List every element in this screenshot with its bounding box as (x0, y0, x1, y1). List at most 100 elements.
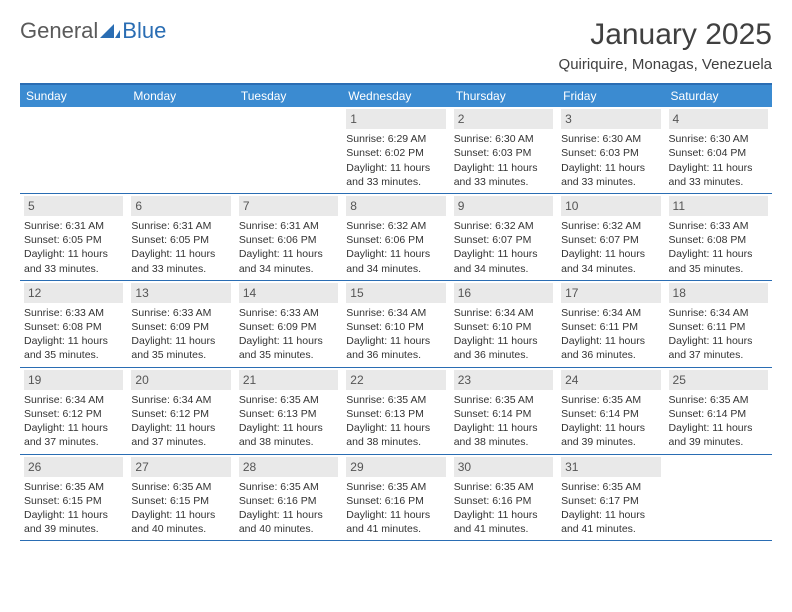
sunrise-line: Sunrise: 6:34 AM (131, 393, 230, 407)
calendar-cell: 18Sunrise: 6:34 AMSunset: 6:11 PMDayligh… (665, 281, 772, 367)
sunset-line: Sunset: 6:16 PM (239, 494, 338, 508)
sunrise-line: Sunrise: 6:35 AM (346, 480, 445, 494)
daylight-line: Daylight: 11 hours and 33 minutes. (454, 161, 553, 189)
logo-text-gray: General (20, 18, 98, 44)
day-number: 9 (454, 196, 553, 216)
sunrise-line: Sunrise: 6:30 AM (669, 132, 768, 146)
sunset-line: Sunset: 6:14 PM (561, 407, 660, 421)
daylight-line: Daylight: 11 hours and 34 minutes. (239, 247, 338, 275)
sunset-line: Sunset: 6:10 PM (454, 320, 553, 334)
sunset-line: Sunset: 6:14 PM (454, 407, 553, 421)
day-number: 13 (131, 283, 230, 303)
calendar-cell: 13Sunrise: 6:33 AMSunset: 6:09 PMDayligh… (127, 281, 234, 367)
calendar-cell-empty: . (235, 107, 342, 193)
calendar-cell: 19Sunrise: 6:34 AMSunset: 6:12 PMDayligh… (20, 368, 127, 454)
day-number: 7 (239, 196, 338, 216)
sunset-line: Sunset: 6:06 PM (239, 233, 338, 247)
sunset-line: Sunset: 6:12 PM (24, 407, 123, 421)
day-of-week-label: Saturday (665, 85, 772, 107)
sunrise-line: Sunrise: 6:34 AM (669, 306, 768, 320)
sunrise-line: Sunrise: 6:32 AM (346, 219, 445, 233)
sunrise-line: Sunrise: 6:34 AM (24, 393, 123, 407)
daylight-line: Daylight: 11 hours and 37 minutes. (24, 421, 123, 449)
calendar-cell: 8 Sunrise: 6:32 AMSunset: 6:06 PMDaylight… (342, 194, 449, 280)
sunrise-line: Sunrise: 6:35 AM (131, 480, 230, 494)
sunset-line: Sunset: 6:06 PM (346, 233, 445, 247)
daylight-line: Daylight: 11 hours and 34 minutes. (346, 247, 445, 275)
sunset-line: Sunset: 6:11 PM (561, 320, 660, 334)
sunset-line: Sunset: 6:17 PM (561, 494, 660, 508)
sunset-line: Sunset: 6:13 PM (346, 407, 445, 421)
calendar-cell: 17Sunrise: 6:34 AMSunset: 6:11 PMDayligh… (557, 281, 664, 367)
day-number: 1 (346, 109, 445, 129)
sunrise-line: Sunrise: 6:35 AM (561, 393, 660, 407)
daylight-line: Daylight: 11 hours and 40 minutes. (131, 508, 230, 536)
daylight-line: Daylight: 11 hours and 33 minutes. (131, 247, 230, 275)
calendar-cell: 7Sunrise: 6:31 AMSunset: 6:06 PMDaylight… (235, 194, 342, 280)
day-of-week-label: Thursday (450, 85, 557, 107)
daylight-line: Daylight: 11 hours and 33 minutes. (346, 161, 445, 189)
header: General Blue January 2025 Quiriquire, Mo… (20, 18, 772, 73)
calendar-cell-empty: . (20, 107, 127, 193)
day-number: 12 (24, 283, 123, 303)
sunrise-line: Sunrise: 6:31 AM (131, 219, 230, 233)
sunset-line: Sunset: 6:08 PM (24, 320, 123, 334)
week-row: ...1Sunrise: 6:29 AMSunset: 6:02 PMDayli… (20, 107, 772, 194)
sunrise-line: Sunrise: 6:29 AM (346, 132, 445, 146)
sunrise-line: Sunrise: 6:30 AM (561, 132, 660, 146)
day-number: 27 (131, 457, 230, 477)
daylight-line: Daylight: 11 hours and 34 minutes. (454, 247, 553, 275)
sunrise-line: Sunrise: 6:32 AM (454, 219, 553, 233)
sunrise-line: Sunrise: 6:35 AM (561, 480, 660, 494)
day-number: 3 (561, 109, 660, 129)
daylight-line: Daylight: 11 hours and 34 minutes. (561, 247, 660, 275)
day-number: 30 (454, 457, 553, 477)
sunrise-line: Sunrise: 6:35 AM (239, 480, 338, 494)
sunset-line: Sunset: 6:16 PM (346, 494, 445, 508)
calendar-cell: 30Sunrise: 6:35 AMSunset: 6:16 PMDayligh… (450, 455, 557, 541)
day-number: 8 (346, 196, 445, 216)
calendar-cell: 16Sunrise: 6:34 AMSunset: 6:10 PMDayligh… (450, 281, 557, 367)
daylight-line: Daylight: 11 hours and 36 minutes. (346, 334, 445, 362)
calendar-cell: 26Sunrise: 6:35 AMSunset: 6:15 PMDayligh… (20, 455, 127, 541)
logo-sail-icon (100, 22, 120, 38)
daylight-line: Daylight: 11 hours and 37 minutes. (669, 334, 768, 362)
daylight-line: Daylight: 11 hours and 41 minutes. (454, 508, 553, 536)
page-subtitle: Quiriquire, Monagas, Venezuela (559, 56, 772, 73)
calendar-cell: 11Sunrise: 6:33 AMSunset: 6:08 PMDayligh… (665, 194, 772, 280)
day-number: 23 (454, 370, 553, 390)
logo: General Blue (20, 18, 166, 44)
sunrise-line: Sunrise: 6:33 AM (131, 306, 230, 320)
sunset-line: Sunset: 6:07 PM (454, 233, 553, 247)
daylight-line: Daylight: 11 hours and 38 minutes. (239, 421, 338, 449)
day-number: 20 (131, 370, 230, 390)
calendar-cell: 21Sunrise: 6:35 AMSunset: 6:13 PMDayligh… (235, 368, 342, 454)
sunset-line: Sunset: 6:10 PM (346, 320, 445, 334)
sunrise-line: Sunrise: 6:34 AM (346, 306, 445, 320)
day-of-week-label: Friday (557, 85, 664, 107)
day-number: 16 (454, 283, 553, 303)
daylight-line: Daylight: 11 hours and 41 minutes. (561, 508, 660, 536)
calendar-cell: 12 Sunrise: 6:33 AMSunset: 6:08 PMDayligh… (20, 281, 127, 367)
sunrise-line: Sunrise: 6:33 AM (24, 306, 123, 320)
day-of-week-label: Sunday (20, 85, 127, 107)
daylight-line: Daylight: 11 hours and 36 minutes. (454, 334, 553, 362)
day-of-week-label: Monday (127, 85, 234, 107)
day-number: 18 (669, 283, 768, 303)
sunset-line: Sunset: 6:07 PM (561, 233, 660, 247)
day-number: 4 (669, 109, 768, 129)
calendar-cell: 24Sunrise: 6:35 AMSunset: 6:14 PMDayligh… (557, 368, 664, 454)
sunrise-line: Sunrise: 6:35 AM (454, 393, 553, 407)
day-of-week-row: SundayMondayTuesdayWednesdayThursdayFrid… (20, 85, 772, 107)
daylight-line: Daylight: 11 hours and 35 minutes. (24, 334, 123, 362)
week-row: 5Sunrise: 6:31 AMSunset: 6:05 PMDaylight… (20, 194, 772, 281)
day-number: 14 (239, 283, 338, 303)
sunrise-line: Sunrise: 6:35 AM (454, 480, 553, 494)
day-number: 24 (561, 370, 660, 390)
sunrise-line: Sunrise: 6:31 AM (24, 219, 123, 233)
day-number: 28 (239, 457, 338, 477)
daylight-line: Daylight: 11 hours and 35 minutes. (669, 247, 768, 275)
day-number: 31 (561, 457, 660, 477)
day-of-week-label: Wednesday (342, 85, 449, 107)
sunrise-line: Sunrise: 6:35 AM (24, 480, 123, 494)
